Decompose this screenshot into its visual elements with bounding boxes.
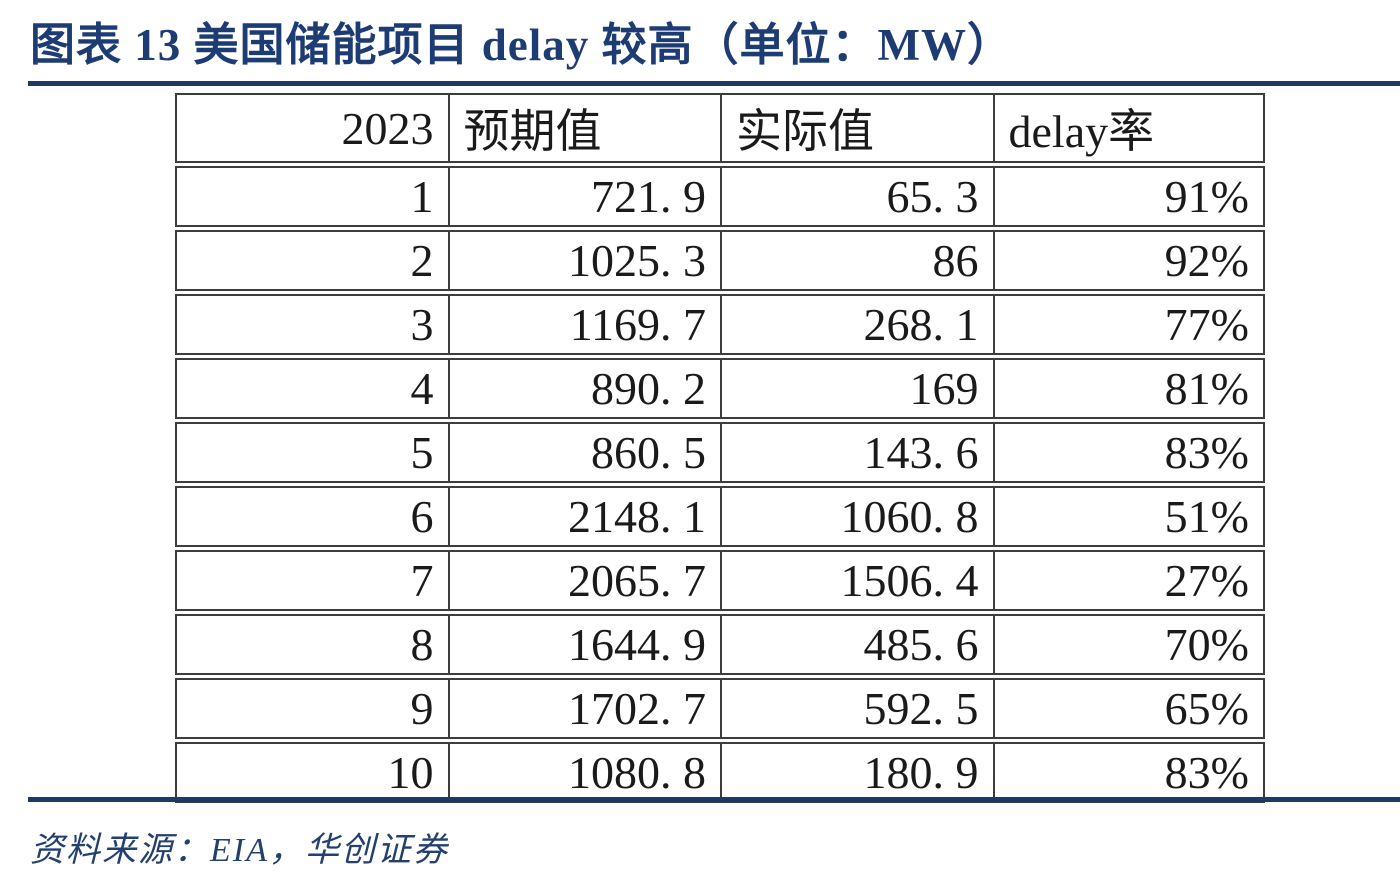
cell-month: 3: [175, 294, 448, 355]
cell-expected: 1080. 8: [447, 742, 720, 803]
cell-expected: 1025. 3: [447, 230, 720, 291]
cell-delay-rate: 83%: [992, 422, 1265, 483]
cell-delay-rate: 51%: [992, 486, 1265, 547]
table-row: 9 1702. 7 592. 5 65%: [175, 678, 1265, 739]
cell-expected: 860. 5: [447, 422, 720, 483]
cell-expected: 2148. 1: [447, 486, 720, 547]
table-row: 3 1169. 7 268. 1 77%: [175, 294, 1265, 355]
cell-actual: 1060. 8: [720, 486, 993, 547]
cell-month: 7: [175, 550, 448, 611]
cell-expected: 890. 2: [447, 358, 720, 419]
cell-actual: 268. 1: [720, 294, 993, 355]
header-cell-year: 2023: [175, 93, 448, 163]
figure-title: 图表 13 美国储能项目 delay 较高（单位：MW）: [30, 20, 1013, 70]
cell-delay-rate: 65%: [992, 678, 1265, 739]
cell-month: 9: [175, 678, 448, 739]
cell-actual: 65. 3: [720, 166, 993, 227]
cell-actual: 592. 5: [720, 678, 993, 739]
cell-expected: 1169. 7: [447, 294, 720, 355]
table-row: 10 1080. 8 180. 9 83%: [175, 742, 1265, 803]
cell-delay-rate: 70%: [992, 614, 1265, 675]
header-cell-expected: 预期值: [447, 93, 720, 163]
table-row: 8 1644. 9 485. 6 70%: [175, 614, 1265, 675]
cell-month: 10: [175, 742, 448, 803]
cell-delay-rate: 83%: [992, 742, 1265, 803]
cell-actual: 169: [720, 358, 993, 419]
cell-expected: 1644. 9: [447, 614, 720, 675]
data-table-container: 2023 预期值 实际值 delay率 1 721. 9 65. 3 91% 2…: [175, 90, 1265, 806]
cell-delay-rate: 77%: [992, 294, 1265, 355]
cell-month: 1: [175, 166, 448, 227]
header-cell-actual: 实际值: [720, 93, 993, 163]
cell-delay-rate: 92%: [992, 230, 1265, 291]
cell-actual: 86: [720, 230, 993, 291]
cell-month: 4: [175, 358, 448, 419]
header-cell-delay-rate: delay率: [992, 93, 1265, 163]
cell-expected: 1702. 7: [447, 678, 720, 739]
table-bottom-rule: [28, 797, 1400, 802]
cell-month: 6: [175, 486, 448, 547]
title-divider-rule: [28, 81, 1400, 86]
cell-expected: 2065. 7: [447, 550, 720, 611]
table-row: 2 1025. 3 86 92%: [175, 230, 1265, 291]
cell-delay-rate: 27%: [992, 550, 1265, 611]
table-row: 4 890. 2 169 81%: [175, 358, 1265, 419]
cell-actual: 1506. 4: [720, 550, 993, 611]
cell-expected: 721. 9: [447, 166, 720, 227]
cell-actual: 180. 9: [720, 742, 993, 803]
source-note: 资料来源：EIA，华创证券: [30, 832, 449, 869]
cell-month: 5: [175, 422, 448, 483]
cell-month: 8: [175, 614, 448, 675]
cell-delay-rate: 81%: [992, 358, 1265, 419]
cell-actual: 143. 6: [720, 422, 993, 483]
cell-delay-rate: 91%: [992, 166, 1265, 227]
table-row: 1 721. 9 65. 3 91%: [175, 166, 1265, 227]
cell-actual: 485. 6: [720, 614, 993, 675]
table-header-row: 2023 预期值 实际值 delay率: [175, 93, 1265, 163]
table-row: 5 860. 5 143. 6 83%: [175, 422, 1265, 483]
table-row: 7 2065. 7 1506. 4 27%: [175, 550, 1265, 611]
cell-month: 2: [175, 230, 448, 291]
table-row: 6 2148. 1 1060. 8 51%: [175, 486, 1265, 547]
data-table: 2023 预期值 实际值 delay率 1 721. 9 65. 3 91% 2…: [175, 90, 1265, 806]
